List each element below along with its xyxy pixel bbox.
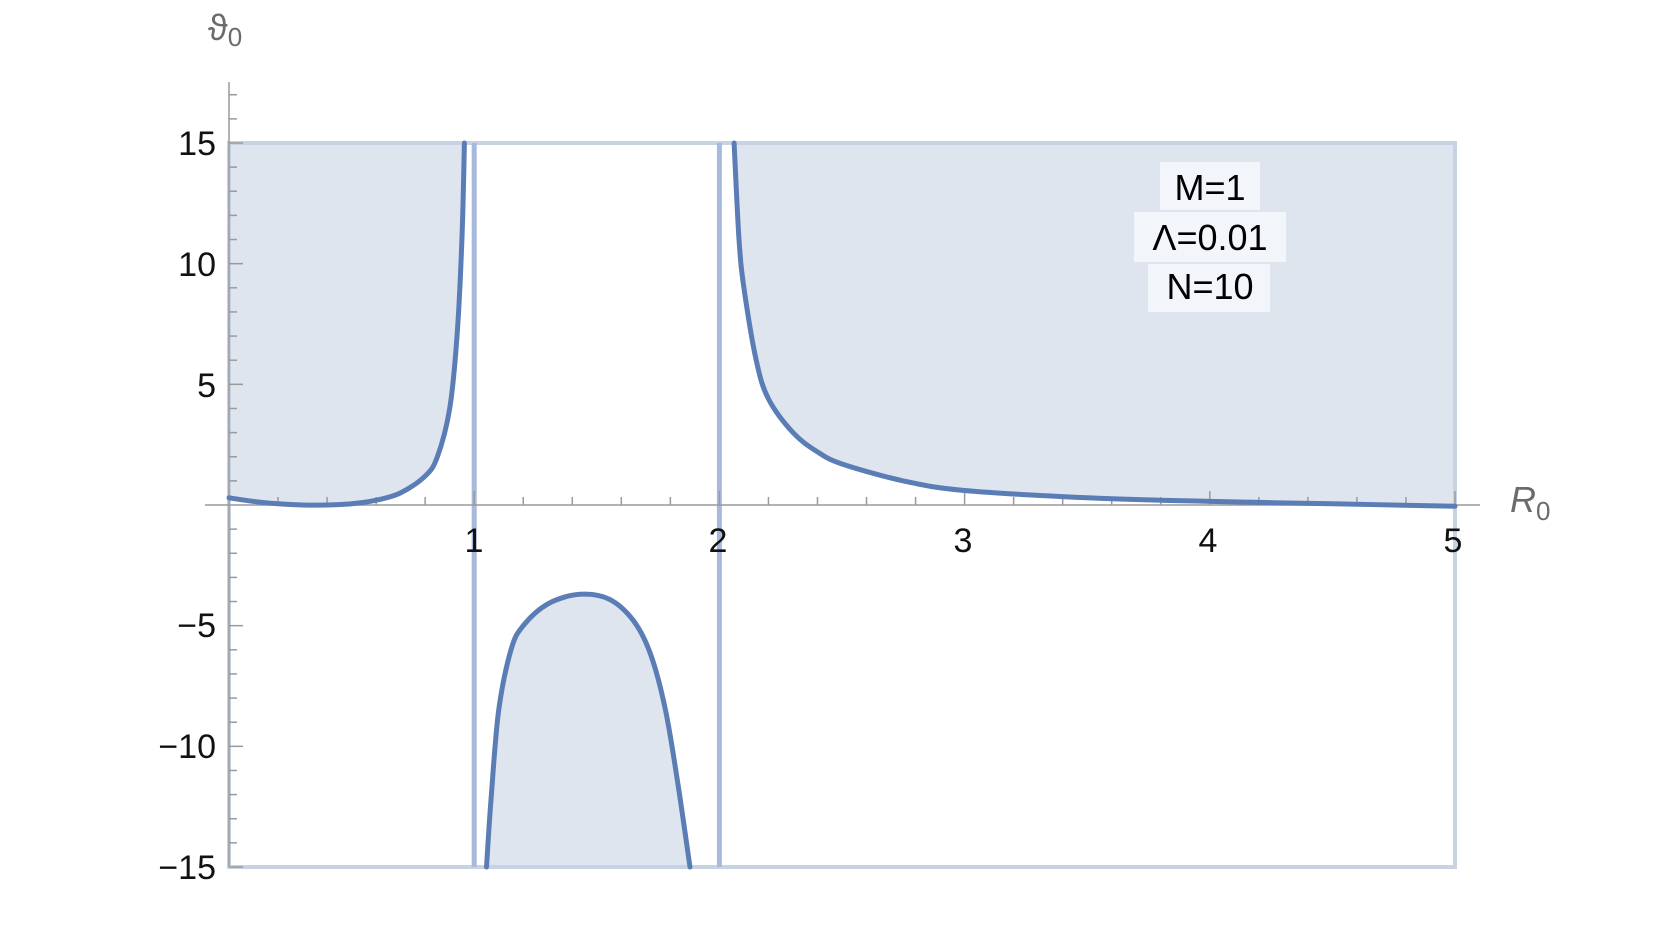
y-tick-label: −10 xyxy=(158,728,216,766)
fill-region-middle xyxy=(486,594,690,867)
annotation-lambda: Λ=0.01 xyxy=(1152,217,1267,258)
x-tick-label: 3 xyxy=(954,522,973,560)
y-axis-label: ϑ0 xyxy=(208,7,242,52)
x-tick-label: 2 xyxy=(709,522,728,560)
annotation-box xyxy=(1160,162,1260,210)
x-axis-label-sub: 0 xyxy=(1536,496,1550,526)
x-axis-label-main: R xyxy=(1510,479,1536,520)
y-tick-label: −5 xyxy=(177,607,216,645)
x-tick-label: 4 xyxy=(1199,522,1218,560)
parameter-legend: M=1 Λ=0.01 N=10 xyxy=(1134,162,1286,312)
y-ticks xyxy=(229,93,243,868)
y-tick-label: −15 xyxy=(158,849,216,887)
curve-left xyxy=(226,140,467,508)
y-tick-label: 10 xyxy=(178,246,216,284)
fill-region-left xyxy=(229,143,475,506)
x-tick-label: 1 xyxy=(465,522,484,560)
curve-middle xyxy=(484,591,693,870)
annotation-n: N=10 xyxy=(1166,266,1253,307)
fill-region-right xyxy=(719,143,1455,507)
annotation-box xyxy=(1148,264,1270,312)
plot-area: 1 2 3 4 5 −15 −10 −5 5 10 15 ϑ0 R0 M=1 Λ… xyxy=(158,7,1550,887)
annotation-m: M=1 xyxy=(1174,167,1245,208)
y-tick-labels: −15 −10 −5 5 10 15 xyxy=(158,125,216,887)
x-tick-labels: 1 2 3 4 5 xyxy=(465,522,1463,560)
x-tick-label: 5 xyxy=(1444,522,1463,560)
annotation-box xyxy=(1134,212,1286,262)
y-axis-label-main: ϑ xyxy=(208,7,228,48)
y-tick-label: 5 xyxy=(197,367,216,405)
curve-right xyxy=(731,140,1458,509)
y-tick-label: 15 xyxy=(178,125,216,163)
y-axis-label-sub: 0 xyxy=(228,22,242,52)
x-axis-label: R0 xyxy=(1510,479,1550,526)
